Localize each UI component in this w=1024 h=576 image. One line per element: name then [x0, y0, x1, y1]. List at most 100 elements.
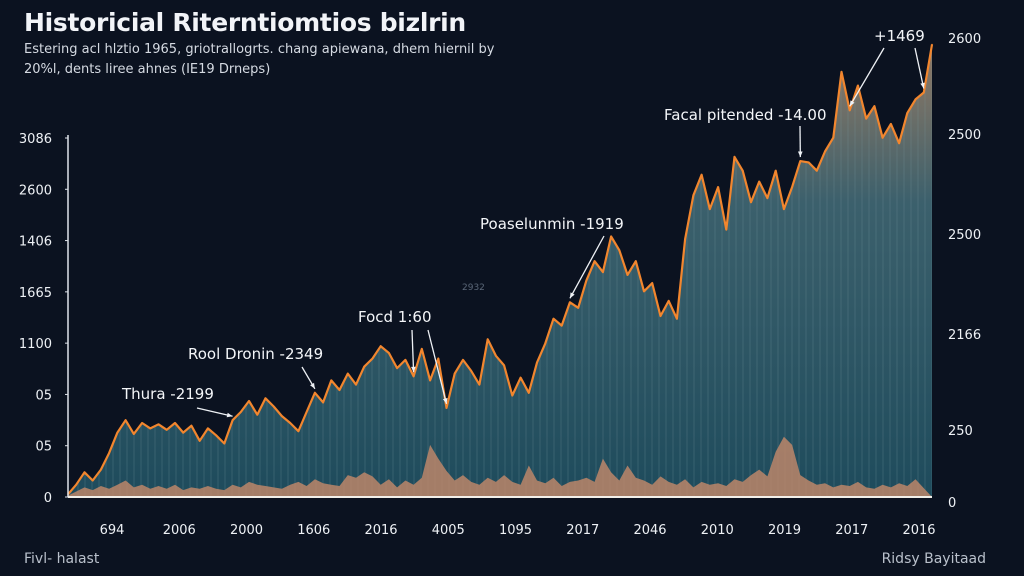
data-point: [157, 423, 160, 426]
y-left-tick-label: 0: [44, 491, 52, 506]
annotation-arrow: [914, 47, 925, 89]
footer-right-text: Ridsy Bayitaad: [881, 551, 986, 567]
data-point: [709, 208, 711, 210]
data-point: [659, 315, 662, 317]
data-point: [725, 228, 728, 231]
main-series-streaks: [68, 44, 932, 497]
y-left-tick-label: 3086: [19, 132, 52, 147]
data-point: [149, 427, 152, 430]
data-point: [495, 354, 497, 357]
data-point: [165, 429, 168, 431]
annotation-arrow: [196, 407, 233, 417]
data-point: [305, 411, 308, 413]
data-point: [569, 301, 571, 304]
data-point: [626, 274, 629, 276]
secondary-series-area: [68, 436, 932, 497]
data-point: [931, 43, 933, 46]
data-point: [240, 411, 242, 413]
data-point: [857, 84, 859, 87]
data-point: [774, 169, 777, 172]
x-tick-label: 2016: [364, 523, 397, 538]
x-tick-label: 2016: [902, 523, 935, 538]
x-tick-label: 2017: [566, 523, 599, 538]
y-right-tick-label: 2166: [948, 328, 981, 343]
data-point: [133, 433, 135, 435]
data-point: [256, 413, 259, 416]
data-point: [388, 352, 390, 354]
annotation-label: Thura -2199: [121, 385, 214, 403]
data-point: [676, 317, 678, 320]
annotation: Focd 1:60: [358, 308, 448, 405]
annotation-label: Focd 1:60: [358, 308, 432, 326]
data-point: [83, 471, 86, 474]
data-point: [840, 71, 843, 73]
data-point: [412, 375, 415, 378]
data-point: [783, 208, 785, 210]
data-point: [330, 379, 333, 382]
annotation-label: +1469: [874, 27, 925, 45]
data-point: [346, 372, 349, 375]
data-point: [182, 431, 184, 434]
data-point: [363, 365, 366, 368]
x-tick-label: 2010: [701, 523, 734, 538]
annotation-arrow: [849, 47, 885, 107]
data-point: [404, 359, 407, 361]
data-point: [733, 156, 736, 158]
data-point: [890, 123, 892, 125]
data-point: [281, 415, 283, 417]
annotation: +1469: [849, 27, 925, 107]
data-point: [198, 439, 201, 442]
y-left-tick-label: 1406: [19, 235, 52, 250]
data-point: [528, 391, 530, 394]
arrow-head-icon: [797, 151, 803, 158]
y-right-tick-label: 2500: [948, 128, 981, 143]
x-tick-label: 4005: [432, 523, 465, 538]
data-point: [684, 238, 686, 241]
data-point: [289, 422, 291, 424]
y-left-tick-label: 2600: [19, 183, 52, 198]
y-left-tick-label: 1665: [19, 286, 52, 301]
data-point: [750, 201, 752, 203]
data-point: [371, 357, 374, 360]
data-point: [873, 105, 876, 108]
data-point: [511, 394, 514, 397]
data-point: [791, 186, 793, 188]
arrow-head-icon: [920, 82, 925, 89]
data-point: [667, 300, 670, 302]
data-point: [355, 383, 357, 386]
y-left-tick-label: 05: [35, 388, 52, 403]
data-point: [124, 419, 127, 422]
data-point: [585, 279, 588, 282]
x-tick-label: 2006: [163, 523, 196, 538]
data-point: [174, 422, 176, 424]
data-point: [560, 324, 563, 327]
data-point: [322, 401, 324, 404]
chart-title: Historicial Riterntiomtios bizlrin: [24, 8, 466, 37]
y-right-tick-label: 2500: [948, 228, 981, 243]
annotation-arrow: [411, 329, 415, 373]
data-point: [437, 357, 440, 360]
data-point: [470, 370, 473, 372]
chart-subtitle: Estering acl hlztio 1965, griotrallogrts…: [24, 40, 544, 80]
data-point: [832, 136, 835, 139]
data-point: [231, 419, 234, 422]
y-right-tick-label: 0: [948, 496, 956, 511]
data-point: [700, 173, 703, 176]
x-tick-label: 1095: [499, 523, 532, 538]
x-tick-label: 2000: [230, 523, 263, 538]
data-point: [634, 260, 637, 262]
x-tick-label: 2019: [768, 523, 801, 538]
data-point: [577, 306, 579, 309]
data-point: [651, 282, 654, 284]
data-point: [519, 376, 522, 379]
data-point: [741, 169, 744, 172]
arrow-head-icon: [226, 412, 233, 418]
data-point: [421, 348, 423, 350]
x-tick-label: 694: [100, 523, 125, 538]
data-point: [544, 342, 547, 345]
data-point: [799, 160, 802, 162]
y-right-tick-label: 2600: [948, 32, 981, 47]
data-point: [338, 389, 341, 391]
data-point: [223, 442, 226, 445]
